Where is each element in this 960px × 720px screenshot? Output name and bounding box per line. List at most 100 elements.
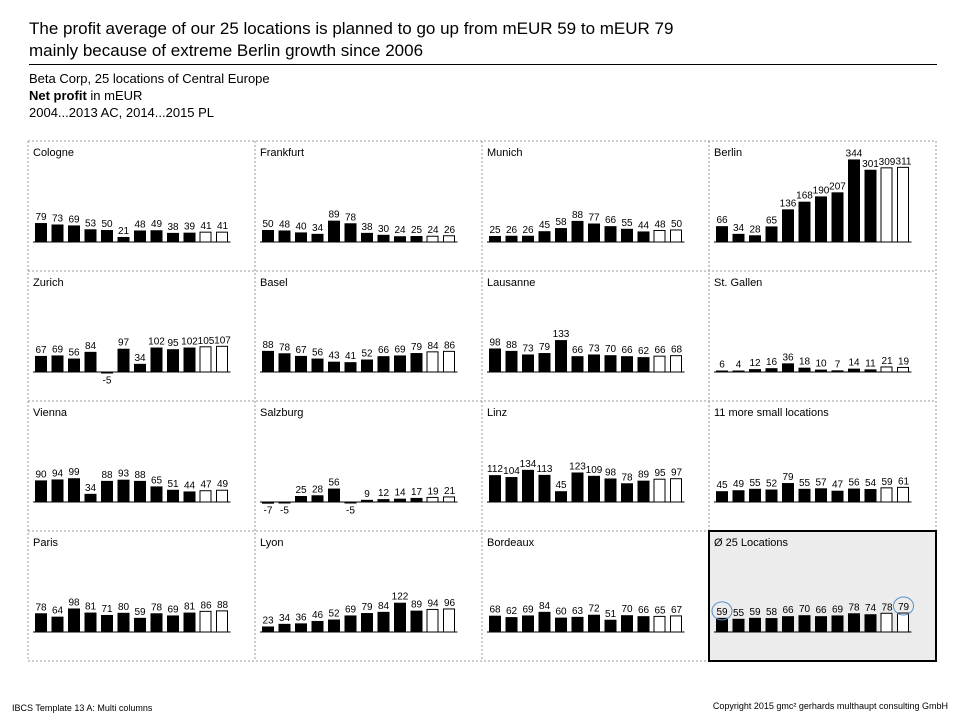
data-label-2013: 89 (411, 600, 423, 611)
data-label-2004: 79 (35, 212, 47, 223)
chart-subtitle: Beta Corp, 25 locations of Central Europ… (29, 70, 270, 121)
data-label-2007: 45 (539, 220, 551, 231)
data-label-2014: 41 (200, 221, 212, 232)
panel-munich: Munich 25 26 26 45 58 88 77 66 55 44 48 50 (487, 147, 685, 243)
actual-bar-2012 (167, 615, 179, 632)
actual-bar-2008 (555, 228, 567, 242)
actual-bar-2005 (732, 618, 745, 632)
data-label-2007: 81 (85, 602, 97, 613)
data-label-2004: -7 (264, 506, 273, 517)
actual-bar-2007 (765, 618, 778, 632)
actual-bar-2013 (183, 347, 196, 372)
data-label-2015: 21 (444, 486, 456, 497)
data-label-2011: 30 (378, 224, 390, 235)
actual-bar-2013 (864, 169, 877, 242)
highlight-circle-2015 (893, 596, 914, 616)
actual-bar-2004 (489, 236, 501, 242)
actual-bar-2010 (588, 475, 600, 502)
actual-bar-2007 (311, 233, 324, 242)
actual-bar-2007 (84, 229, 97, 242)
actual-bar-2013 (864, 489, 877, 502)
actual-bar-2008 (101, 372, 113, 374)
actual-bar-2012 (621, 356, 633, 372)
plan-bar-2014 (880, 167, 893, 243)
data-label-2004: 78 (35, 602, 47, 613)
data-label-2009: 168 (796, 191, 813, 202)
data-label-2004: 90 (35, 469, 47, 480)
data-label-2012: 69 (394, 344, 406, 355)
panel-cologne: Cologne 79 73 69 53 50 21 48 49 38 39 41 41 (33, 147, 231, 243)
data-label-2006: 67 (295, 345, 307, 356)
actual-bar-2005 (505, 617, 518, 632)
data-label-2008: 60 (555, 607, 567, 618)
plan-bar-2014 (880, 612, 893, 633)
panel-title: Bordeaux (487, 537, 535, 549)
actual-bar-2006 (295, 232, 307, 242)
data-label-2015: 96 (444, 598, 456, 609)
panel-title: Basel (260, 277, 288, 289)
actual-bar-2007 (311, 358, 324, 372)
data-label-2008: 71 (101, 604, 113, 615)
actual-bar-2004 (262, 626, 274, 632)
data-label-2008: 36 (782, 352, 794, 363)
data-label-2010: 38 (361, 222, 373, 233)
data-label-2009: 123 (569, 461, 586, 472)
data-label-2008: 89 (328, 210, 340, 221)
plan-bar-2015 (216, 610, 228, 633)
plan-bar-2015 (670, 478, 682, 503)
actual-bar-2010 (815, 488, 827, 502)
data-label-2013: 39 (184, 222, 196, 233)
data-label-2005: 49 (733, 479, 745, 490)
data-label-2014: 94 (427, 598, 439, 609)
data-label-2010: 190 (813, 185, 830, 196)
plan-bar-2014 (653, 615, 666, 633)
actual-bar-2004 (35, 613, 47, 632)
subtitle-measure-unit: in mEUR (86, 88, 143, 103)
data-label-2010: 66 (815, 605, 827, 616)
data-label-2014: 66 (654, 345, 666, 356)
data-label-2011: 98 (605, 467, 617, 478)
data-label-2011: 78 (151, 602, 163, 613)
data-label-2012: 69 (167, 604, 179, 615)
panel-title: Linz (487, 407, 507, 419)
data-label-2004: 68 (489, 605, 501, 616)
plan-bar-2015 (216, 489, 228, 503)
actual-bar-2005 (732, 370, 745, 372)
data-label-2012: 38 (167, 222, 179, 233)
data-label-2006: 56 (68, 348, 80, 359)
data-label-2006: 59 (749, 607, 761, 618)
data-label-2015: 107 (214, 335, 231, 346)
footer-template-label: IBCS Template 13 A: Multi columns (12, 703, 153, 713)
actual-bar-2004 (489, 348, 501, 372)
subtitle-period: 2004...2013 AC, 2014...2015 PL (29, 105, 215, 120)
data-label-2013: 25 (411, 225, 423, 236)
data-label-2009: -5 (346, 506, 355, 517)
actual-bar-2005 (51, 616, 64, 632)
data-label-2014: 105 (198, 336, 215, 347)
actual-bar-2008 (328, 220, 340, 242)
panel-title: Paris (33, 537, 59, 549)
page-title: The profit average of our 25 locations i… (29, 18, 929, 62)
plan-bar-2014 (880, 366, 893, 373)
data-label-2005: 34 (279, 613, 291, 624)
data-label-2012: 24 (394, 225, 406, 236)
data-label-2007: 52 (766, 479, 778, 490)
data-label-2012: 95 (167, 338, 179, 349)
actual-bar-2012 (621, 228, 633, 242)
data-label-2006: 73 (522, 343, 534, 354)
plan-bar-2015 (670, 229, 682, 243)
data-label-2004: 6 (719, 360, 725, 371)
data-label-2012: 56 (848, 478, 860, 489)
actual-bar-2010 (815, 196, 827, 242)
data-label-2009: 18 (799, 357, 811, 368)
data-label-2006: 36 (295, 612, 307, 623)
data-label-2011: 102 (148, 337, 165, 348)
data-label-2007: 84 (85, 341, 97, 352)
subtitle-measure-bold: Net profit (29, 88, 87, 103)
data-label-2008: 45 (555, 480, 567, 491)
actual-bar-2009 (117, 348, 130, 372)
data-label-2014: 65 (654, 605, 666, 616)
panel-vienna: Vienna 90 94 99 34 88 93 88 65 51 44 47 49 (33, 407, 231, 503)
